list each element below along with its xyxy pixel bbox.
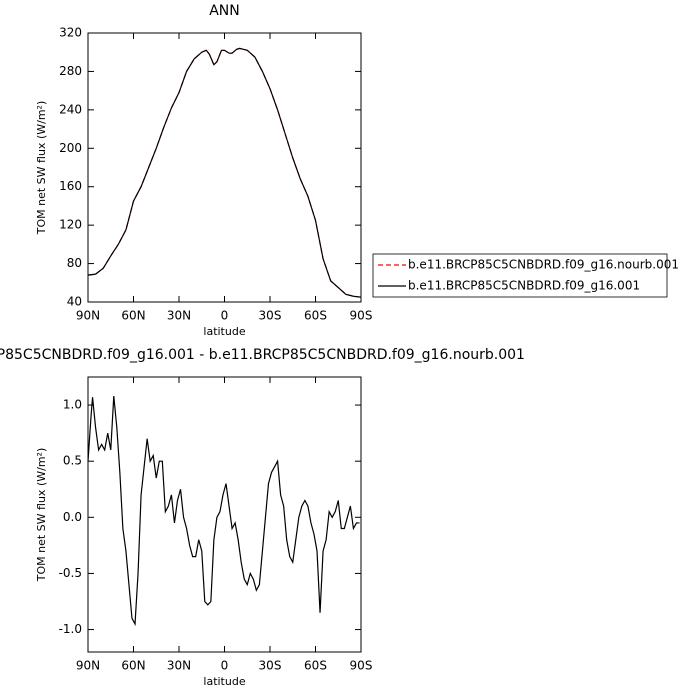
- series-line: [87, 396, 360, 627]
- y-tick-label: 280: [59, 64, 82, 78]
- legend-label: b.e11.BRCP85C5CNBDRD.f09_g16.nourb.001: [408, 258, 679, 272]
- y-tick-label: 200: [59, 141, 82, 155]
- x-axis-label: latitude: [203, 675, 245, 688]
- x-tick-label: 90N: [76, 659, 100, 673]
- x-tick-label: 60S: [304, 659, 327, 673]
- series-line: [87, 47, 362, 298]
- x-tick-label: 90S: [350, 659, 373, 673]
- y-tick-label: 320: [59, 26, 82, 40]
- x-tick-label: 60S: [304, 309, 327, 323]
- y-tick-label: 120: [59, 218, 82, 232]
- x-tick-label: 30S: [259, 659, 282, 673]
- x-axis-label: latitude: [203, 325, 245, 338]
- x-tick-label: 0: [221, 309, 229, 323]
- plot-frame: [87, 32, 362, 303]
- x-tick-label: 0: [221, 659, 229, 673]
- y-tick-label: 80: [67, 256, 82, 270]
- legend-box: [372, 253, 668, 298]
- y-axis-label: TOM net SW flux (W/m²): [35, 448, 48, 582]
- x-tick-label: 60N: [121, 309, 145, 323]
- y-tick-label: -0.5: [59, 566, 82, 580]
- x-tick-label: 60N: [121, 659, 145, 673]
- series-line: [87, 47, 362, 298]
- y-tick-label: 1.0: [63, 398, 82, 412]
- x-tick-label: 90S: [350, 309, 373, 323]
- y-tick-label: 0.5: [63, 454, 82, 468]
- y-tick-label: 160: [59, 179, 82, 193]
- chart-title: ANN: [209, 3, 240, 19]
- y-tick-label: -1.0: [59, 622, 82, 636]
- x-tick-label: 30N: [167, 659, 191, 673]
- y-axis-label: TOM net SW flux (W/m²): [35, 101, 48, 235]
- x-tick-label: 90N: [76, 309, 100, 323]
- y-tick-label: 40: [67, 295, 82, 309]
- legend-label: b.e11.BRCP85C5CNBDRD.f09_g16.001: [408, 279, 640, 293]
- x-tick-label: 30S: [259, 309, 282, 323]
- x-tick-label: 30N: [167, 309, 191, 323]
- chart-title: b.e11.BRCP85C5CNBDRD.f09_g16.001 - b.e11…: [0, 347, 525, 363]
- y-tick-label: 240: [59, 102, 82, 116]
- y-tick-label: 0.0: [63, 510, 82, 524]
